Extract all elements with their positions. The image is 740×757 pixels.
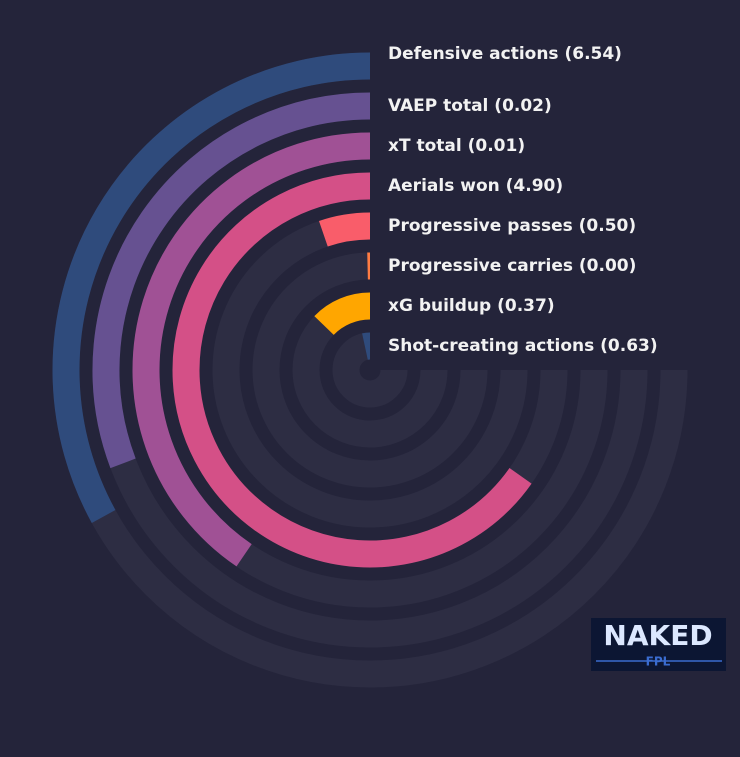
bar <box>318 212 371 247</box>
category-label: xT total (0.01) <box>388 136 525 156</box>
category-label: Progressive passes (0.50) <box>388 216 636 236</box>
category-label: Aerials won (4.90) <box>388 176 563 196</box>
track <box>332 332 408 408</box>
bar <box>52 52 371 523</box>
logo-subtitle: FPL <box>646 655 671 669</box>
track <box>212 212 528 528</box>
bar <box>92 92 371 469</box>
track <box>252 252 488 488</box>
logo-title: NAKED <box>603 619 712 652</box>
category-label: Progressive carries (0.00) <box>388 256 636 276</box>
bars <box>52 52 532 568</box>
bar <box>314 292 371 336</box>
logo: NAKED FPL <box>591 618 726 671</box>
category-label: Shot-creating actions (0.63) <box>388 336 658 356</box>
bar <box>132 132 371 567</box>
labels: Defensive actions (6.54) VAEP total (0.02… <box>388 44 658 356</box>
bar <box>172 172 532 568</box>
category-label: Defensive actions (6.54) <box>388 44 622 64</box>
logo-box <box>591 618 726 671</box>
category-label: VAEP total (0.02) <box>388 96 552 116</box>
bar <box>362 332 371 360</box>
category-label: xG buildup (0.37) <box>388 296 555 316</box>
